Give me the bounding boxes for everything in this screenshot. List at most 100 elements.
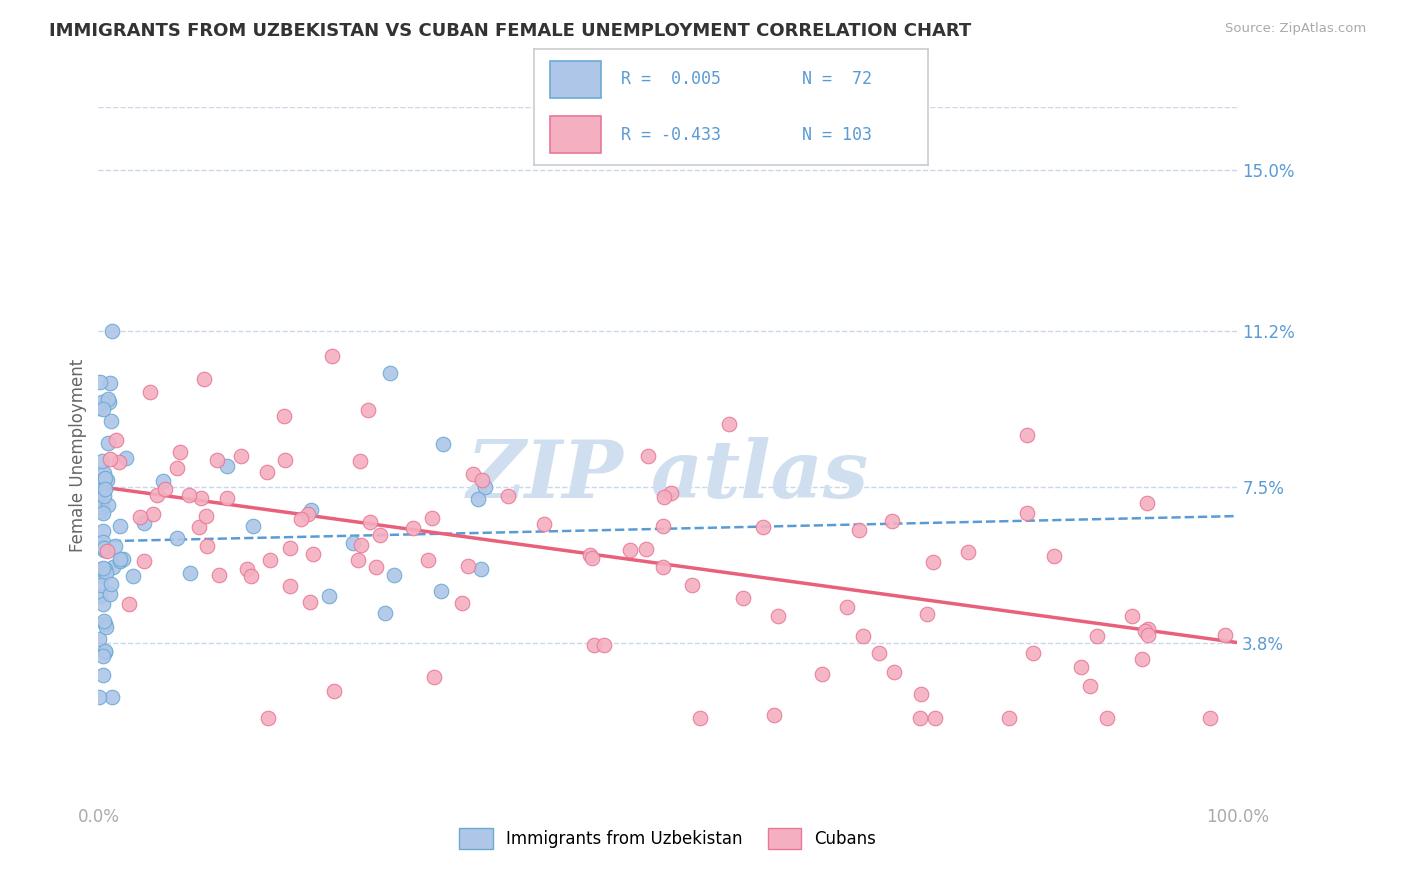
Point: [1078, 680, 1101, 694]
Point: [87, 401, 110, 415]
Point: [810, 667, 832, 681]
Point: [882, 514, 904, 528]
Point: [1070, 659, 1092, 673]
Point: [416, 553, 439, 567]
Point: [301, 547, 323, 561]
Point: [142, 507, 165, 521]
Point: [97, 436, 120, 450]
Point: [101, 690, 124, 705]
Point: [346, 552, 368, 566]
Point: [239, 568, 262, 582]
Point: [299, 595, 322, 609]
Point: [236, 562, 259, 576]
Point: [93, 615, 115, 629]
Point: [190, 491, 212, 505]
Point: [89, 568, 111, 582]
Point: [110, 552, 132, 566]
Point: [718, 417, 741, 431]
Point: [299, 503, 322, 517]
Point: [215, 458, 238, 473]
Point: [1095, 711, 1118, 725]
Point: [96, 566, 118, 580]
Point: [256, 466, 278, 480]
Point: [278, 541, 301, 556]
Point: [357, 403, 380, 417]
Point: [195, 509, 218, 524]
Point: [1132, 652, 1154, 666]
Point: [681, 578, 703, 592]
Point: [533, 516, 555, 531]
Point: [471, 473, 494, 487]
Point: [110, 553, 132, 567]
Point: [924, 711, 946, 725]
Point: [118, 597, 141, 611]
Point: [297, 507, 319, 521]
Point: [461, 467, 484, 482]
Point: [89, 375, 111, 389]
Point: [496, 489, 519, 503]
Point: [93, 471, 115, 485]
Point: [378, 366, 401, 380]
Point: [957, 545, 980, 559]
Point: [423, 670, 446, 684]
Point: [90, 503, 112, 517]
Point: [868, 646, 890, 660]
Point: [420, 511, 443, 525]
Point: [998, 711, 1021, 725]
Point: [93, 561, 115, 575]
Point: [835, 600, 858, 615]
Point: [188, 520, 211, 534]
Point: [93, 541, 115, 556]
Point: [87, 690, 110, 705]
Point: [278, 578, 301, 592]
Point: [166, 531, 188, 545]
Point: [579, 548, 602, 562]
Text: IMMIGRANTS FROM UZBEKISTAN VS CUBAN FEMALE UNEMPLOYMENT CORRELATION CHART: IMMIGRANTS FROM UZBEKISTAN VS CUBAN FEMA…: [49, 22, 972, 40]
Point: [1022, 646, 1045, 660]
Point: [273, 409, 295, 423]
Point: [91, 500, 114, 514]
Point: [98, 587, 121, 601]
Point: [1136, 628, 1159, 642]
Point: [93, 543, 115, 558]
Point: [1137, 623, 1160, 637]
Point: [94, 482, 117, 496]
Point: [1015, 428, 1038, 442]
Point: [470, 562, 492, 576]
Point: [207, 453, 229, 467]
Point: [208, 567, 231, 582]
Point: [94, 616, 117, 631]
Point: [321, 349, 343, 363]
Point: [146, 488, 169, 502]
Text: Source: ZipAtlas.com: Source: ZipAtlas.com: [1226, 22, 1367, 36]
Point: [97, 395, 120, 409]
Point: [93, 507, 115, 521]
Point: [637, 450, 659, 464]
Point: [195, 539, 218, 553]
Y-axis label: Female Unemployment: Female Unemployment: [69, 359, 87, 551]
Point: [290, 511, 312, 525]
Point: [231, 449, 253, 463]
Point: [100, 576, 122, 591]
Point: [108, 519, 131, 533]
Point: [368, 528, 391, 542]
Point: [132, 554, 155, 568]
Point: [93, 489, 115, 503]
Point: [91, 524, 114, 539]
Point: [1213, 628, 1236, 642]
Point: [652, 490, 675, 504]
Point: [323, 684, 346, 698]
Point: [1121, 609, 1143, 624]
Point: [593, 638, 616, 652]
Text: N =  72: N = 72: [801, 70, 872, 88]
Legend: Immigrants from Uzbekistan, Cubans: Immigrants from Uzbekistan, Cubans: [451, 820, 884, 857]
Point: [910, 711, 932, 725]
Text: R =  0.005: R = 0.005: [621, 70, 721, 88]
Point: [89, 483, 111, 498]
Point: [90, 578, 112, 592]
Point: [274, 453, 297, 467]
Point: [762, 708, 785, 723]
Point: [91, 668, 114, 682]
Point: [402, 521, 425, 535]
Point: [848, 523, 870, 537]
